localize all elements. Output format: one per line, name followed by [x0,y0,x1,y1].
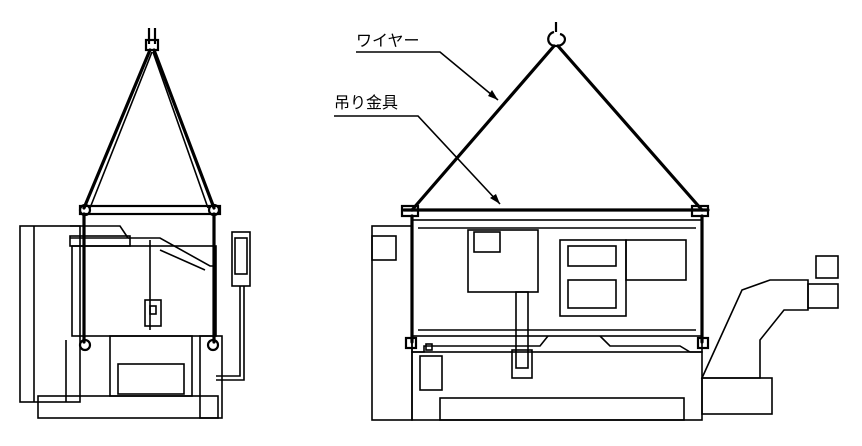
front-view [371,22,839,421]
side-view-wire [82,48,216,210]
wire-callout: ワイヤー [356,31,499,101]
wire-label: ワイヤー [356,31,420,50]
front-view-machine [371,219,839,421]
side-view-machine [19,225,251,419]
lifting-bracket-label: 吊り金具 [334,93,398,112]
side-view-hook [144,28,160,52]
lifting-bracket-callout: 吊り金具 [334,93,501,205]
wire-arrowhead [488,90,498,100]
side-view [19,28,251,419]
lifting-bracket-arrowhead [490,194,500,204]
front-view-hook [547,22,566,48]
front-view-wire [410,44,704,212]
